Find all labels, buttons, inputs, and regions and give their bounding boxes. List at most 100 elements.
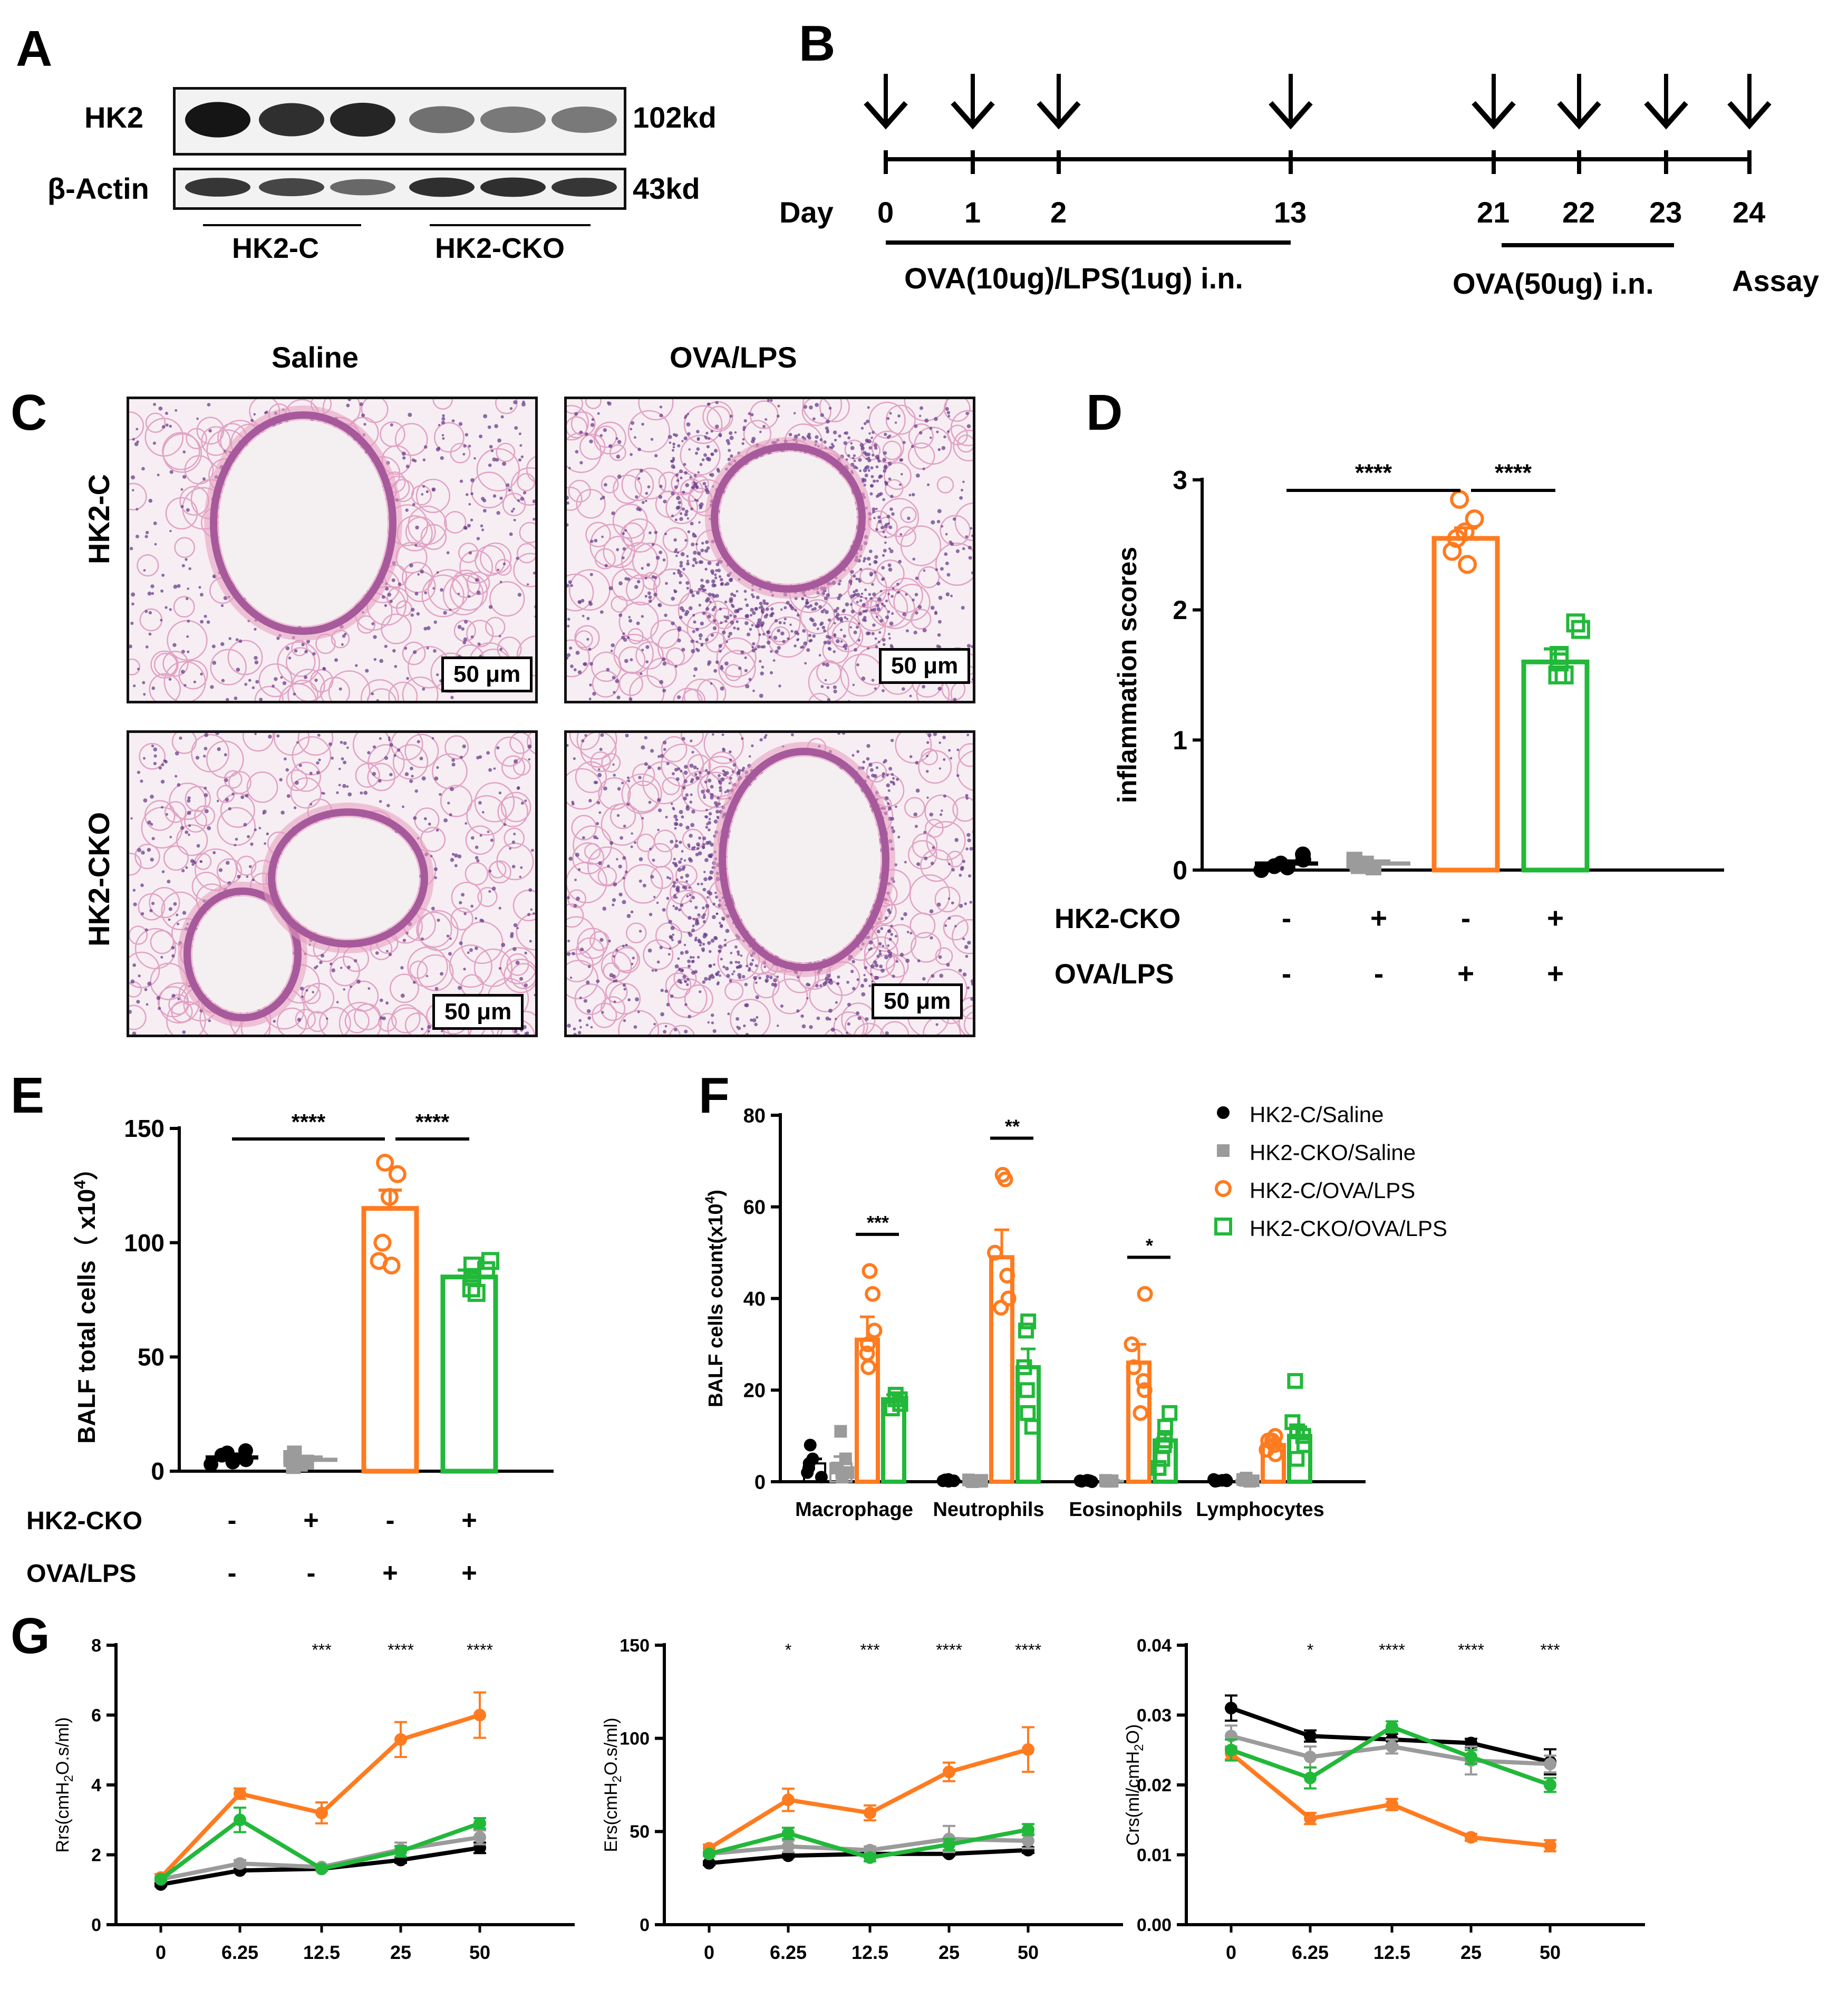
- nucleus-dot: [390, 423, 393, 427]
- alveolus: [642, 572, 661, 590]
- nucleus-dot: [496, 746, 500, 750]
- nucleus-dot: [946, 411, 951, 414]
- data-point: [380, 1188, 399, 1206]
- nucleus-dot: [971, 534, 973, 537]
- alveolus: [451, 882, 482, 913]
- nucleus-dot: [498, 967, 502, 970]
- alveolus: [567, 903, 584, 928]
- nucleus-dot: [423, 626, 428, 631]
- data-point: [1289, 1451, 1305, 1467]
- nucleus-dot: [381, 595, 385, 599]
- nucleus-dot: [943, 758, 946, 761]
- nucleus-dot: [340, 967, 343, 969]
- alveolus: [866, 761, 887, 783]
- nucleus-dot: [387, 592, 392, 597]
- nucleus-dot: [573, 904, 577, 908]
- nucleus-dot: [823, 440, 827, 444]
- nucleus-dot: [750, 413, 754, 417]
- nucleus-dot: [680, 969, 684, 973]
- condition-label: HK2-CKO: [26, 1507, 142, 1535]
- nucleus-dot: [182, 1030, 186, 1034]
- alveolus: [378, 1012, 397, 1032]
- nucleus-dot: [890, 495, 894, 498]
- alveolus: [500, 791, 531, 823]
- nucleus-dot: [295, 780, 299, 785]
- nucleus-dot: [402, 456, 406, 460]
- nucleus-dot: [948, 749, 951, 752]
- nucleus-dot: [636, 621, 640, 625]
- data-point: [1566, 613, 1585, 633]
- significance-label: ****: [1355, 459, 1392, 486]
- airway-lumen: [720, 452, 857, 584]
- nucleus-dot: [762, 424, 766, 428]
- alveolus: [681, 733, 704, 747]
- nucleus-dot: [663, 499, 667, 504]
- nucleus-dot: [828, 1008, 833, 1013]
- nucleus-dot: [724, 939, 727, 942]
- nucleus-dot: [405, 508, 409, 512]
- alveolus: [134, 843, 160, 870]
- nucleus-dot: [733, 609, 738, 614]
- nucleus-dot: [517, 593, 522, 597]
- alveolus: [361, 399, 389, 423]
- nucleus-dot: [608, 444, 613, 448]
- nucleus-dot: [537, 997, 538, 1000]
- alveolus: [459, 550, 494, 584]
- nucleus-dot: [394, 664, 398, 668]
- nucleus-dot: [864, 474, 868, 478]
- nucleus-dot: [379, 659, 384, 663]
- nucleus-dot: [743, 1024, 746, 1028]
- nucleus-dot: [470, 478, 475, 482]
- data-point: [473, 1831, 486, 1844]
- nucleus-dot: [715, 569, 718, 572]
- nucleus-dot: [734, 945, 738, 949]
- nucleus-dot: [766, 975, 770, 979]
- nucleus-dot: [896, 591, 899, 594]
- nucleus-dot: [402, 939, 407, 942]
- alveolus: [254, 685, 284, 701]
- condition-symbol: -: [1282, 957, 1291, 990]
- nucleus-dot: [148, 632, 152, 636]
- nucleus-dot: [705, 815, 709, 819]
- nucleus-dot: [568, 580, 572, 584]
- x-tick-label: 12.5: [303, 1942, 340, 1963]
- nucleus-dot: [680, 876, 683, 880]
- nucleus-dot: [869, 597, 873, 600]
- nucleus-dot: [203, 755, 206, 758]
- nucleus-dot: [806, 648, 810, 652]
- alveolus: [466, 620, 494, 648]
- nucleus-dot: [815, 435, 819, 439]
- nucleus-dot: [710, 785, 714, 789]
- alveolus: [576, 489, 606, 519]
- nucleus-dot: [711, 572, 714, 575]
- nucleus-dot: [583, 999, 587, 1003]
- nucleus-dot: [679, 573, 683, 578]
- nucleus-dot: [953, 698, 957, 701]
- nucleus-dot: [481, 528, 485, 532]
- nucleus-dot: [892, 777, 895, 780]
- nucleus-dot: [886, 774, 889, 777]
- nucleus-dot: [145, 530, 149, 535]
- nucleus-dot: [434, 876, 437, 880]
- nucleus-dot: [696, 767, 699, 770]
- nucleus-dot: [670, 994, 674, 998]
- nucleus-dot: [702, 887, 707, 892]
- nucleus-dot: [686, 562, 690, 566]
- nucleus-dot: [536, 555, 538, 558]
- nucleus-dot: [929, 427, 933, 430]
- nucleus-dot: [132, 889, 136, 892]
- nucleus-dot: [717, 469, 720, 473]
- nucleus-dot: [463, 912, 467, 915]
- nucleus-dot: [946, 573, 951, 577]
- nucleus-dot: [715, 912, 719, 915]
- nucleus-dot: [847, 1002, 851, 1007]
- nucleus-dot: [656, 901, 659, 904]
- nucleus-dot: [649, 847, 652, 851]
- nucleus-dot: [878, 631, 882, 634]
- nucleus-dot: [436, 571, 439, 574]
- alveolus: [618, 1010, 660, 1035]
- nucleus-dot: [788, 603, 792, 607]
- nucleus-dot: [744, 1003, 748, 1007]
- nucleus-dot: [922, 684, 926, 689]
- alveolus: [634, 467, 666, 500]
